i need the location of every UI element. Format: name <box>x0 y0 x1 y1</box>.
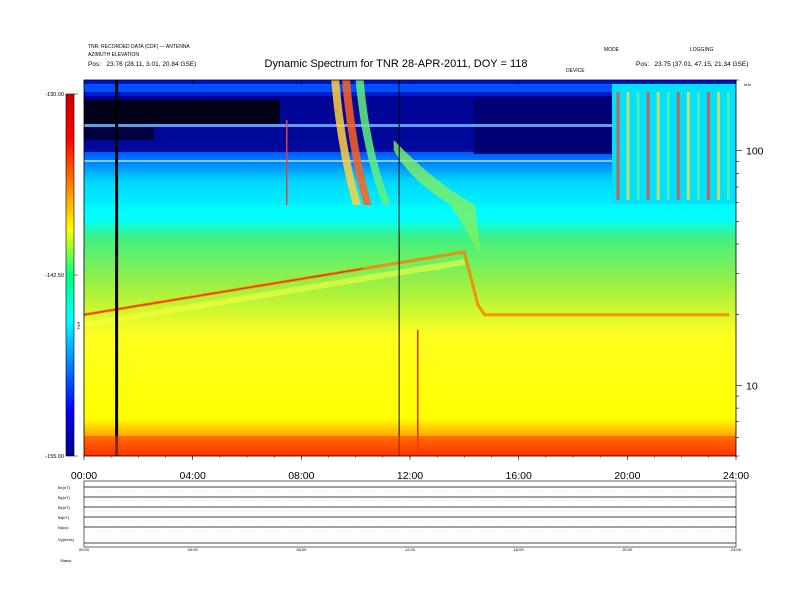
burst-column <box>676 92 680 200</box>
bottom-panel-x-label: 12:00 <box>405 547 416 552</box>
bottom-panel-x-label: 04:00 <box>188 547 199 552</box>
colorbar-tick-label: -155.00 <box>45 454 64 460</box>
radio-bursts <box>331 80 731 255</box>
bottom-panel-row-label: Ni(cc) <box>58 525 69 530</box>
chart-title: Dynamic Spectrum for TNR 28-APR-2011, DO… <box>264 58 528 70</box>
bottom-panel-x-label: 08:00 <box>296 547 307 552</box>
burst-column <box>656 92 660 200</box>
drifting-burst <box>342 80 372 205</box>
y-tick-label: 10 <box>746 380 758 392</box>
drifting-burst-main <box>393 140 481 255</box>
x-tick-label: 24:00 <box>723 470 749 482</box>
burst-column <box>696 92 700 200</box>
bottom-panel-x-label: 24:00 <box>731 547 742 552</box>
black-band-region <box>84 100 280 124</box>
bottom-panel-row-label: Bz(nT) <box>58 505 71 510</box>
bottom-panel-x-label: 00:00 <box>79 547 90 552</box>
vertical-marker-line <box>398 80 400 456</box>
bottom-panel-frame <box>83 480 737 548</box>
cyan-region-right <box>612 84 736 204</box>
bottom-panel-row-label: Status <box>60 558 71 563</box>
burst-column <box>626 92 630 200</box>
bottom-panel-row-label: Vp(km/s) <box>58 537 75 542</box>
x-tick-label: 16:00 <box>506 470 532 482</box>
vertical-red-streak-2 <box>286 120 288 205</box>
burst-column <box>727 92 731 200</box>
bottom-panel-x-label: 20:00 <box>622 547 633 552</box>
narrowband-emission-core <box>84 268 363 316</box>
colorbar-ticks: -130.00 -142.50 -155.00 <box>45 92 78 460</box>
bottom-panel-row-label: Bx(nT) <box>58 485 71 490</box>
x-tick-label: 04:00 <box>180 470 206 482</box>
burst-column <box>686 92 690 200</box>
colorbar-tick-label: -142.50 <box>45 273 64 279</box>
low-frequency-red-band <box>84 436 736 456</box>
colorbar <box>66 94 74 456</box>
colorbar-tick-label: -130.00 <box>45 92 64 98</box>
black-band-region-lower <box>84 126 154 140</box>
bottom-panel-x-label: 16:00 <box>514 547 525 552</box>
bottom-panel-row-label: Bt(nT) <box>58 515 70 520</box>
x-tick-label: 00:00 <box>71 470 97 482</box>
x-tick-label: 12:00 <box>397 470 423 482</box>
bottom-panel-row-label: By(nT) <box>58 495 71 500</box>
burst-column <box>636 92 640 200</box>
right-axis-unit: kHz <box>744 82 751 87</box>
cyan-transition <box>84 205 736 217</box>
burst-column <box>716 92 720 200</box>
y-tick-label: 100 <box>746 146 764 158</box>
colorbar-label: TNR <box>76 322 81 330</box>
burst-column <box>706 92 710 200</box>
header-info-right-3: Pos: 23.75 (37.01, 47.15, 21.34 GSE) <box>636 61 749 68</box>
header-info-right-2: LOGGING <box>690 47 714 53</box>
yellow-edge-band <box>84 259 465 328</box>
x-tick-label: 08:00 <box>288 470 314 482</box>
y-axis-ticks: 10 100 <box>736 79 764 457</box>
x-axis-ticks: 00:00 04:00 08:00 12:00 16:00 20:00 24:00 <box>71 80 749 482</box>
burst-column <box>666 92 670 200</box>
header-info-left-1: TNR: RECORDED DATA (CDF) — ANTENNA <box>88 44 190 50</box>
burst-column <box>616 92 620 200</box>
header-info-left-2: AZIMUTH ELEVATION <box>88 52 139 58</box>
header-info-left-3: Pos: 23.76 (28.11, 3.01, 20.84 GSE) <box>88 61 197 68</box>
x-tick-label: 20:00 <box>614 470 640 482</box>
spectrogram-plot-area <box>84 80 736 456</box>
burst-column <box>646 92 650 200</box>
drifting-burst <box>331 80 361 205</box>
header-info-right-1: MODE <box>604 47 619 53</box>
header-device-label: DEVICE <box>566 68 585 74</box>
drifting-burst <box>355 80 391 205</box>
vertical-red-streak <box>417 330 419 456</box>
data-gap-line <box>115 80 119 456</box>
bottom-panel: Bx(nT) By(nT) Bz(nT) Bt(nT) Ni(cc) Vp(km/s) St… <box>58 485 742 563</box>
